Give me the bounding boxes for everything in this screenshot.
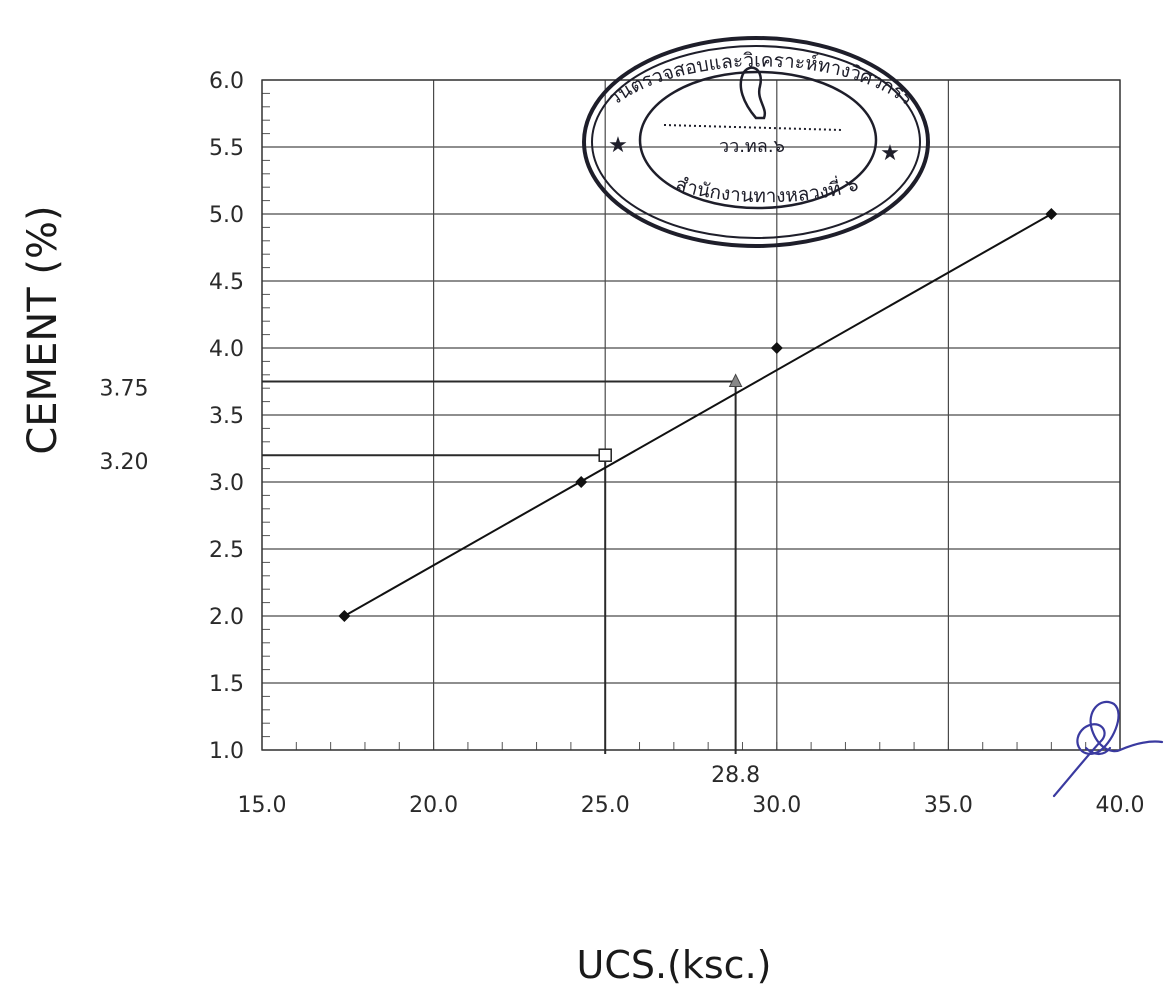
y-tick-label: 5.0	[209, 203, 244, 228]
stamp-top-text: ส่วนตรวจสอบและวิเคราะห์ทางวิศวกรรม	[0, 0, 917, 110]
y-tick-label: 2.5	[209, 538, 244, 563]
stamp-star-icon: ★	[880, 141, 900, 166]
data-point	[1045, 208, 1058, 220]
inspection-stamp: ส่วนตรวจสอบและวิเคราะห์ทางวิศวกรรม สำนัก…	[0, 0, 930, 248]
x-tick-label: 40.0	[1096, 793, 1145, 818]
y-tick-label: 4.5	[209, 270, 244, 295]
data-point	[770, 342, 783, 354]
trend-line	[343, 213, 1052, 617]
x-tick-label: 25.0	[581, 793, 630, 818]
reference-y-label: 3.75	[100, 377, 149, 402]
x-tick-label: 20.0	[409, 793, 458, 818]
signature	[1052, 700, 1164, 798]
y-tick-label: 1.0	[209, 739, 244, 764]
plot-area: 1.0 1.5 2.0 2.5 3.0 3.5 4.0 4.5 5.0 5.5 6.0 15.0 20.…	[100, 69, 1145, 818]
data-point	[338, 610, 351, 622]
stamp-bottom-text: สำนักงานทางหลวงที่ ๖	[673, 173, 861, 207]
stamp-middle-text: วว.ทล.๖	[719, 136, 785, 157]
y-tick-label: 6.0	[209, 69, 244, 94]
stamp-star-icon: ★	[608, 133, 628, 158]
reference-x-label: 28.8	[711, 763, 760, 788]
y-tick-label: 3.5	[209, 404, 244, 429]
stamp-emblem	[739, 66, 767, 120]
data-point	[575, 476, 588, 488]
y-axis-title: CEMENT (%)	[20, 205, 66, 454]
y-tick-label: 1.5	[209, 672, 244, 697]
x-axis-title: UCS.(ksc.)	[577, 943, 772, 987]
stamp-dotted-line	[663, 124, 843, 131]
stamp-outer-ring-inner	[591, 45, 921, 239]
y-tick-label: 2.0	[209, 605, 244, 630]
plot-frame	[261, 79, 1121, 751]
y-tick-label: 4.0	[209, 337, 244, 362]
reference-point-marker	[598, 448, 612, 462]
reference-y-label: 3.20	[100, 450, 149, 475]
x-tick-label: 15.0	[238, 793, 287, 818]
y-tick-label: 5.5	[209, 136, 244, 161]
y-tick-label: 3.0	[209, 471, 244, 496]
x-tick-label: 30.0	[752, 793, 801, 818]
x-tick-label: 35.0	[924, 793, 973, 818]
reference-point-marker	[728, 373, 743, 387]
stamp-outer-ring	[582, 36, 930, 248]
